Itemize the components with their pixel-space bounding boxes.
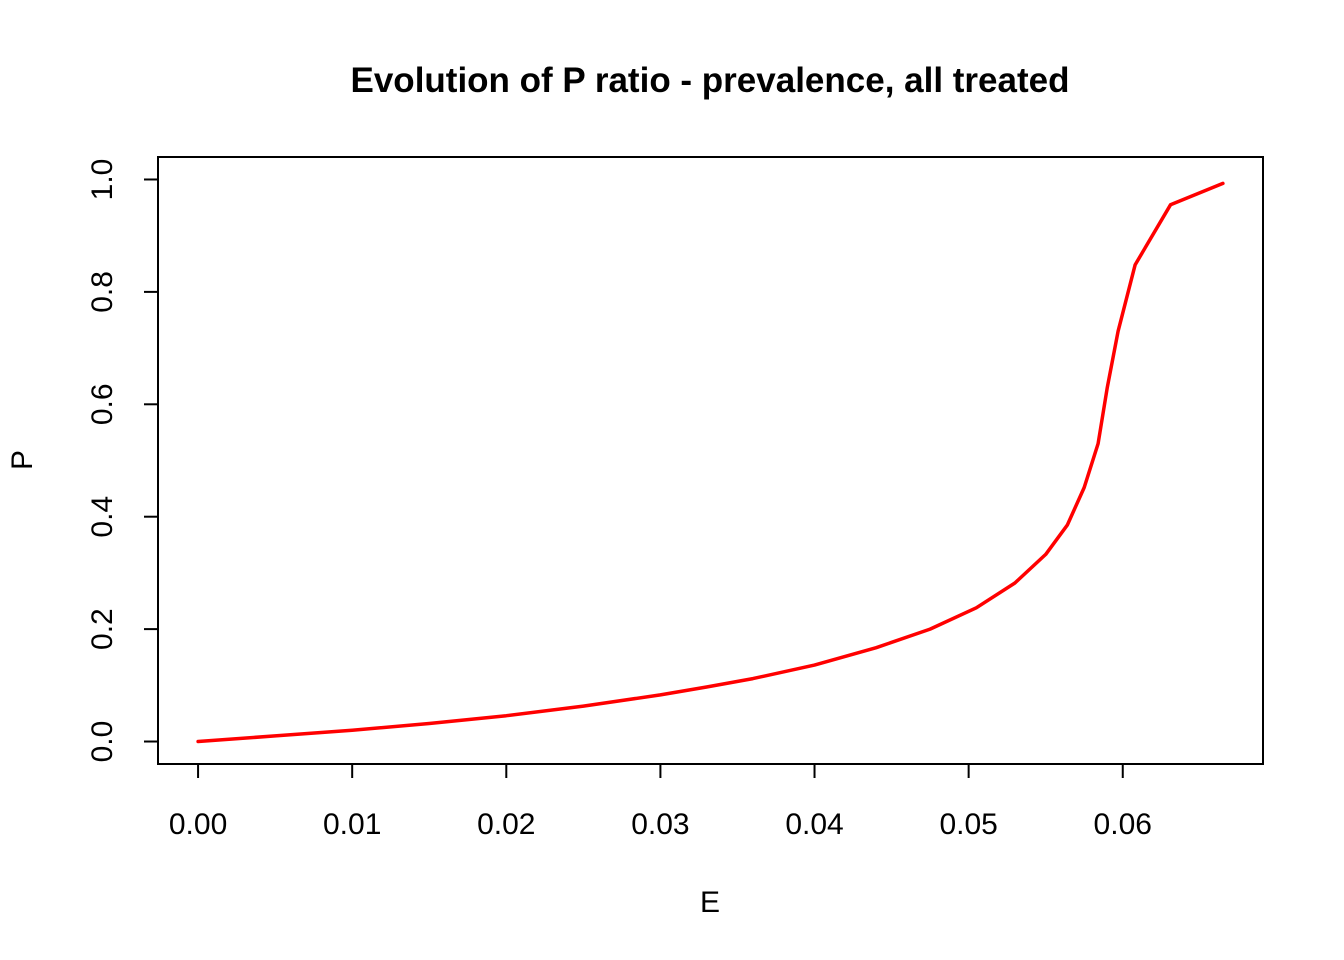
- y-tick-label: 1.0: [86, 159, 119, 201]
- x-tick-label: 0.03: [631, 808, 689, 841]
- x-tick-label: 0.02: [477, 808, 535, 841]
- series-layer: [196, 181, 1225, 744]
- y-tick-label: 0.0: [86, 721, 119, 763]
- y-axis-label: P: [6, 450, 39, 470]
- x-tick-label: 0.00: [169, 808, 227, 841]
- x-tick-label: 0.01: [323, 808, 381, 841]
- x-tick-label: 0.05: [939, 808, 997, 841]
- x-axis: 0.00 0.01 0.02 0.03 0.04 0.05 0.06: [169, 763, 1152, 841]
- x-tick-label: 0.06: [1094, 808, 1152, 841]
- y-tick-label: 0.8: [86, 271, 119, 313]
- y-tick-label: 0.2: [86, 608, 119, 650]
- chart-title: Evolution of P ratio - prevalence, all t…: [351, 61, 1070, 100]
- y-axis: 0.0 0.2 0.4 0.6 0.8 1.0: [86, 159, 159, 763]
- x-tick-label: 0.04: [785, 808, 843, 841]
- y-tick-label: 0.4: [86, 496, 119, 538]
- series-line-0: [196, 181, 1225, 744]
- y-tick-label: 0.6: [86, 383, 119, 425]
- x-axis-label: E: [700, 886, 720, 919]
